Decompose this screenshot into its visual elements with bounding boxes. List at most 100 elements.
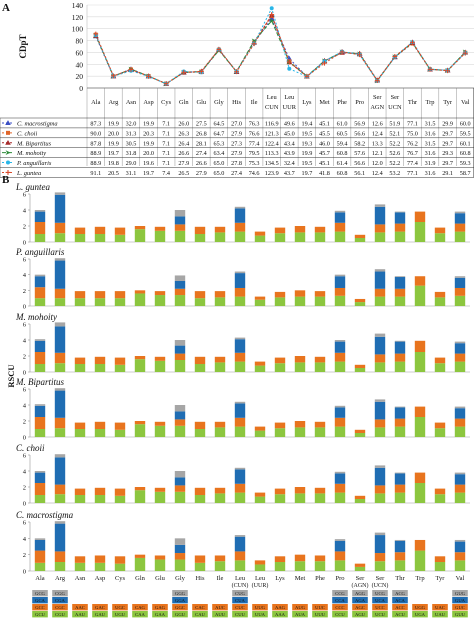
bar-segment [174, 224, 186, 231]
bar-segment [394, 361, 406, 372]
table-cell-value: 19.9 [143, 121, 154, 128]
codon-label: UAU [435, 612, 446, 617]
table-cell-value: 60.1 [460, 140, 471, 147]
table-cell-value: 45.0 [284, 130, 295, 137]
codon-label: UGC [115, 605, 125, 610]
bar-segment [114, 227, 126, 235]
table-cell-value: 60.8 [460, 150, 471, 157]
table-cell-value: 58.7 [460, 170, 471, 177]
bar-segment [434, 291, 446, 298]
bar-segment [234, 492, 246, 503]
bar-segment [454, 353, 466, 362]
y-tick-label: 100 [72, 25, 84, 34]
x-tick-label: Asn [75, 575, 86, 582]
codon-label: CCG [335, 591, 345, 596]
bar-segment [254, 564, 266, 571]
bar-segment [274, 227, 286, 234]
bar-segment [394, 472, 406, 474]
table-cell-value: 77.1 [407, 170, 418, 177]
bar-segment [194, 555, 206, 563]
table-cell-value: 27.9 [231, 130, 242, 137]
bar-segment [174, 471, 186, 478]
x-tick-label: Tyr [443, 99, 453, 106]
bar-segment [454, 406, 466, 409]
bar-segment [54, 484, 66, 495]
bar-segment [334, 417, 346, 427]
table-cell-value: 45.5 [319, 130, 330, 137]
bar-segment [254, 296, 266, 300]
bar-segment [394, 473, 406, 485]
bar-segment [454, 472, 466, 475]
bar-segment [374, 204, 386, 207]
bar-segment [54, 222, 66, 234]
bar-segment [94, 495, 106, 503]
codon-key-cell [412, 611, 428, 618]
legend-marker [5, 120, 11, 125]
bar-segment [174, 345, 186, 354]
table-cell-value: 19.9 [108, 140, 119, 147]
bar-segment [174, 559, 186, 571]
bar-segment [354, 566, 366, 571]
table-cell-value: 26.3 [178, 130, 189, 137]
table-cell-value: 65.0 [214, 160, 225, 167]
codon-label: UUA [255, 612, 266, 617]
x-tick-label: Arg [108, 99, 119, 106]
y-tick-label: 4 [23, 338, 27, 345]
codon-label: CUA [235, 598, 245, 603]
table-cell-value: 19.8 [108, 160, 119, 167]
bar-segment [94, 291, 106, 299]
y-tick-label: 4 [23, 272, 27, 279]
codon-label: GGU [175, 612, 186, 617]
codon-key-cell [452, 590, 468, 597]
bar-segment [234, 403, 246, 418]
bar-segment [454, 418, 466, 427]
data-point [445, 68, 451, 74]
bar-segment [174, 419, 186, 426]
table-cell-value: 7.1 [162, 130, 170, 137]
bar-segment [54, 322, 66, 327]
codon-key-cell [452, 604, 468, 611]
bar-segment [454, 231, 466, 242]
x-tick-label: Pro [335, 575, 344, 582]
data-point [322, 60, 327, 66]
bar-segment [94, 356, 106, 364]
bar-segment [314, 232, 326, 242]
table-cell-value: 56.6 [354, 130, 365, 137]
table-cell-value: 46.0 [319, 140, 330, 147]
bar-segment [394, 340, 406, 342]
table-cell-value: 31.5 [425, 121, 436, 128]
data-point [163, 81, 169, 87]
table-cell-value: 76.2 [407, 140, 418, 147]
bar-segment [274, 233, 286, 242]
x-tick-label: Met [295, 575, 306, 582]
bar-segment [34, 562, 46, 571]
bar-segment [374, 269, 386, 272]
table-cell-value: 20.3 [143, 130, 154, 137]
legend-marker [6, 160, 10, 165]
bar-segment [194, 562, 206, 571]
data-point [410, 39, 415, 45]
bar-segment [374, 333, 386, 337]
bar-segment [234, 426, 246, 437]
bar-segment [414, 417, 426, 437]
bar-segment [214, 421, 226, 428]
y-tick-label: 60 [76, 48, 84, 57]
legend-marker [5, 170, 11, 175]
table-cell-value: 60.8 [337, 170, 348, 177]
data-point [269, 6, 274, 11]
table-cell-value: 77.1 [407, 121, 418, 128]
codon-key-cell [432, 611, 448, 618]
codon-key-cell [172, 590, 188, 597]
bar-segment [414, 340, 426, 352]
bar-segment [214, 493, 226, 503]
bar-segment [434, 297, 446, 306]
codon-label: ACG [395, 591, 405, 596]
table-cell-value: 7.1 [162, 160, 170, 167]
bar-segment [314, 226, 326, 233]
bar-segment [94, 429, 106, 437]
bar-segment [174, 210, 186, 217]
codon-label: ACC [395, 605, 404, 610]
x-tick-label: Gly [175, 575, 186, 582]
bar-segment [174, 553, 186, 560]
table-cell-value: 76.7 [407, 150, 418, 157]
